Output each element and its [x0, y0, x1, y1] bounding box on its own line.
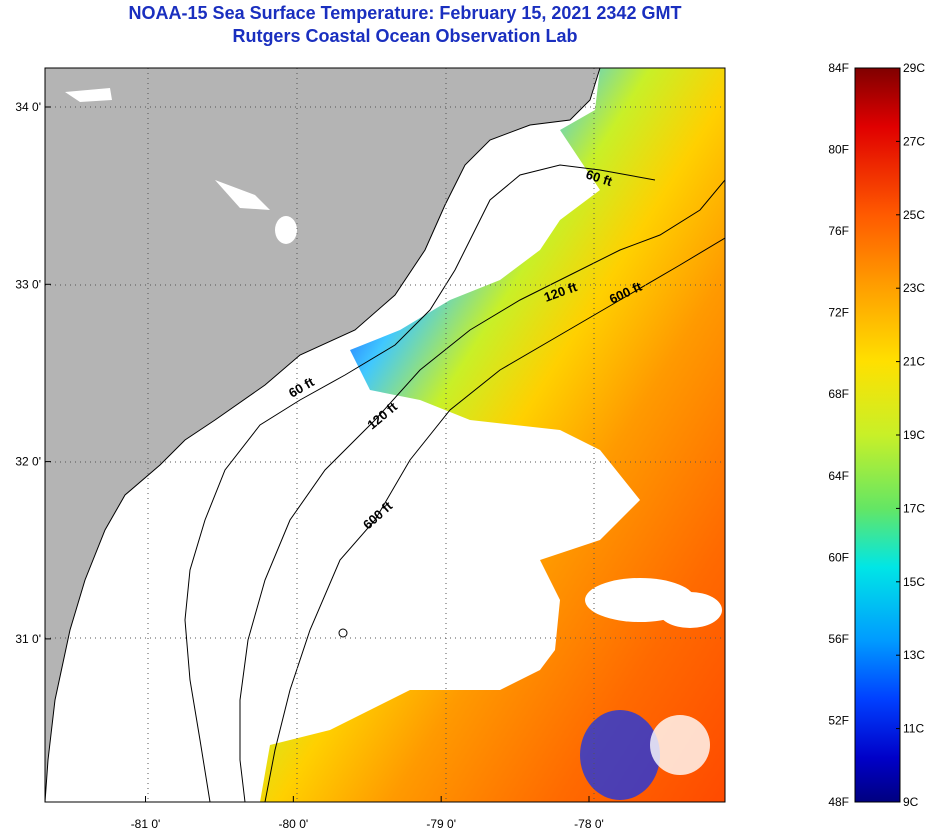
latitude-tick-label: 34 0'	[15, 100, 41, 114]
colorbar-celsius-label: 17C	[903, 501, 925, 515]
colorbar-celsius-label: 13C	[903, 648, 925, 662]
colorbar-fahrenheit-label: 84F	[828, 61, 849, 75]
latitude-tick-label: 31 0'	[15, 632, 41, 646]
colorbar-fahrenheit-label: 72F	[828, 306, 849, 320]
colorbar-fahrenheit-label: 56F	[828, 632, 849, 646]
colorbar-celsius-label: 27C	[903, 134, 925, 148]
small-contour	[338, 628, 348, 638]
colorbar-fahrenheit-label: 52F	[828, 713, 849, 727]
contour-60ft-line	[184, 164, 656, 802]
colorbar-celsius-label: 25C	[903, 208, 925, 222]
colorbar-celsius-label: 21C	[903, 355, 925, 369]
colorbar-fahrenheit-label: 68F	[828, 387, 849, 401]
longitude-tick-label: -78 0'	[574, 817, 604, 831]
colorbar-fahrenheit-label: 60F	[828, 550, 849, 564]
map-subtitle: Rutgers Coastal Ocean Observation Lab	[232, 26, 578, 46]
cold-patch	[580, 710, 660, 800]
graticule	[45, 68, 725, 802]
longitude-tick-label: -81 0'	[131, 817, 161, 831]
colorbar	[854, 67, 901, 803]
latitude-tick-label: 32 0'	[15, 455, 41, 469]
colorbar-celsius-label: 29C	[903, 61, 925, 75]
sst-field	[260, 68, 725, 802]
cloud-gap	[650, 715, 710, 775]
colorbar-celsius-label: 23C	[903, 281, 925, 295]
colorbar-fahrenheit-label: 64F	[828, 469, 849, 483]
colorbar-fahrenheit-scale: 84F 80F 76F 72F 68F 64F 60F 56F 52F 48F	[828, 61, 849, 809]
latitude-tick-label: 33 0'	[15, 277, 41, 291]
colorbar-fahrenheit-label: 48F	[828, 795, 849, 809]
cloud-gap	[658, 592, 722, 628]
coastline	[45, 68, 601, 802]
longitude-axis: -81 0' -80 0' -79 0' -78 0'	[131, 796, 604, 831]
inland-lake	[215, 180, 270, 210]
colorbar-celsius-label: 15C	[903, 575, 925, 589]
inland-lake	[275, 216, 297, 244]
colorbar-fahrenheit-label: 80F	[828, 143, 849, 157]
contour-120ft-line	[239, 179, 725, 802]
contour-600ft-line	[264, 237, 725, 802]
colorbar-celsius-label: 11C	[903, 722, 924, 736]
longitude-tick-label: -80 0'	[279, 817, 309, 831]
map-frame	[44, 67, 726, 803]
colorbar-celsius-label: 9C	[903, 795, 919, 809]
longitude-tick-label: -79 0'	[426, 817, 456, 831]
map-title: NOAA-15 Sea Surface Temperature: Februar…	[128, 3, 682, 23]
latitude-axis: 34 0' 33 0' 32 0' 31 0'	[15, 100, 51, 646]
land-mass	[45, 68, 600, 802]
colorbar-fahrenheit-label: 76F	[828, 224, 849, 238]
colorbar-celsius-scale: 29C 27C 25C 23C 21C 19C 17C 15C 13C 11C 9C	[896, 61, 925, 809]
inland-lake	[65, 88, 112, 102]
colorbar-celsius-label: 19C	[903, 428, 925, 442]
